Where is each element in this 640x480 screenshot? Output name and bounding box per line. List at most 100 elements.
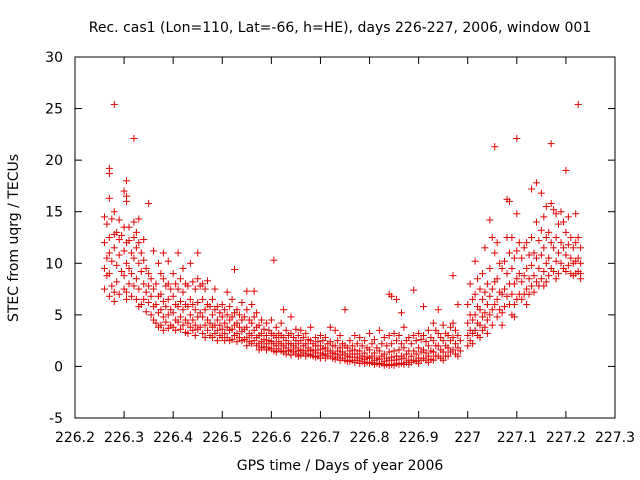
- data-point: [405, 334, 413, 342]
- data-point: [434, 306, 442, 314]
- data-point: [417, 336, 425, 344]
- data-point: [542, 259, 550, 267]
- data-point: [206, 319, 214, 327]
- data-point: [464, 331, 472, 339]
- data-point: [429, 356, 437, 364]
- data-point: [493, 275, 501, 283]
- data-point: [336, 344, 344, 352]
- data-point: [498, 309, 506, 317]
- data-point: [375, 347, 383, 355]
- data-point: [469, 316, 477, 324]
- data-point: [481, 323, 489, 331]
- data-point: [105, 249, 113, 257]
- data-point: [552, 234, 560, 241]
- data-point: [493, 295, 501, 303]
- data-point: [201, 306, 209, 314]
- data-point: [488, 306, 496, 314]
- data-point: [150, 247, 158, 255]
- data-point: [147, 275, 155, 283]
- data-point: [169, 270, 177, 278]
- data-point: [218, 301, 226, 309]
- data-point: [213, 326, 221, 334]
- data-point: [150, 285, 158, 293]
- data-point: [299, 334, 307, 342]
- data-point: [508, 290, 516, 298]
- data-point: [115, 236, 123, 244]
- data-point: [454, 331, 462, 339]
- data-point: [255, 321, 263, 329]
- data-point: [449, 346, 457, 354]
- data-point: [483, 280, 491, 288]
- data-point: [535, 237, 543, 245]
- data-point: [196, 309, 204, 317]
- data-point: [498, 264, 506, 272]
- data-point: [186, 295, 194, 303]
- data-point: [523, 301, 531, 309]
- data-point: [547, 140, 555, 148]
- data-point: [132, 295, 140, 303]
- data-point: [228, 313, 236, 321]
- x-tick-label: 226.6: [251, 430, 291, 446]
- data-point: [258, 316, 266, 324]
- data-point: [353, 340, 361, 348]
- data-point: [216, 309, 224, 317]
- data-point: [145, 282, 153, 290]
- data-point: [243, 287, 251, 295]
- data-point: [451, 340, 459, 348]
- data-point: [140, 256, 148, 264]
- data-point: [162, 303, 170, 311]
- data-point: [542, 278, 550, 286]
- data-point: [115, 216, 123, 224]
- data-point: [498, 321, 506, 329]
- x-tick-label: 226.4: [153, 430, 193, 446]
- data-point: [451, 326, 459, 334]
- data-point: [100, 285, 108, 293]
- data-point: [334, 337, 342, 345]
- data-point: [125, 280, 133, 288]
- data-point: [510, 313, 518, 321]
- data-point: [518, 254, 526, 262]
- data-point: [157, 321, 165, 329]
- data-point: [505, 249, 513, 257]
- data-point: [415, 344, 423, 352]
- data-point: [361, 349, 369, 357]
- data-point: [493, 239, 501, 247]
- data-point: [447, 323, 455, 331]
- data-point: [130, 282, 138, 290]
- data-point: [280, 306, 288, 314]
- data-point: [226, 303, 234, 311]
- data-point: [179, 288, 187, 296]
- data-point: [258, 329, 266, 337]
- data-point: [174, 303, 182, 311]
- data-point: [235, 311, 243, 319]
- data-point: [272, 323, 280, 331]
- data-point: [167, 285, 175, 293]
- data-point: [481, 288, 489, 296]
- data-point: [213, 303, 221, 311]
- data-point: [537, 226, 545, 234]
- data-point: [270, 256, 278, 264]
- data-point: [147, 311, 155, 319]
- data-point: [503, 270, 511, 278]
- data-point: [169, 309, 177, 317]
- data-point: [206, 303, 214, 311]
- data-point: [562, 166, 570, 174]
- data-point: [532, 254, 540, 262]
- data-point: [223, 288, 231, 296]
- data-point: [564, 241, 572, 249]
- x-tick-label: 227.2: [546, 430, 586, 446]
- data-point: [186, 311, 194, 319]
- data-point: [240, 313, 248, 321]
- plot-frame: [74, 56, 616, 419]
- data-point: [476, 306, 484, 314]
- data-point: [262, 331, 270, 339]
- data-point: [449, 272, 457, 280]
- x-axis-label: GPS time / Days of year 2006: [237, 458, 444, 474]
- data-point: [105, 292, 113, 300]
- data-point: [132, 275, 140, 283]
- data-point: [552, 275, 560, 283]
- data-point: [159, 275, 167, 283]
- data-point: [388, 292, 396, 300]
- data-point: [550, 244, 558, 252]
